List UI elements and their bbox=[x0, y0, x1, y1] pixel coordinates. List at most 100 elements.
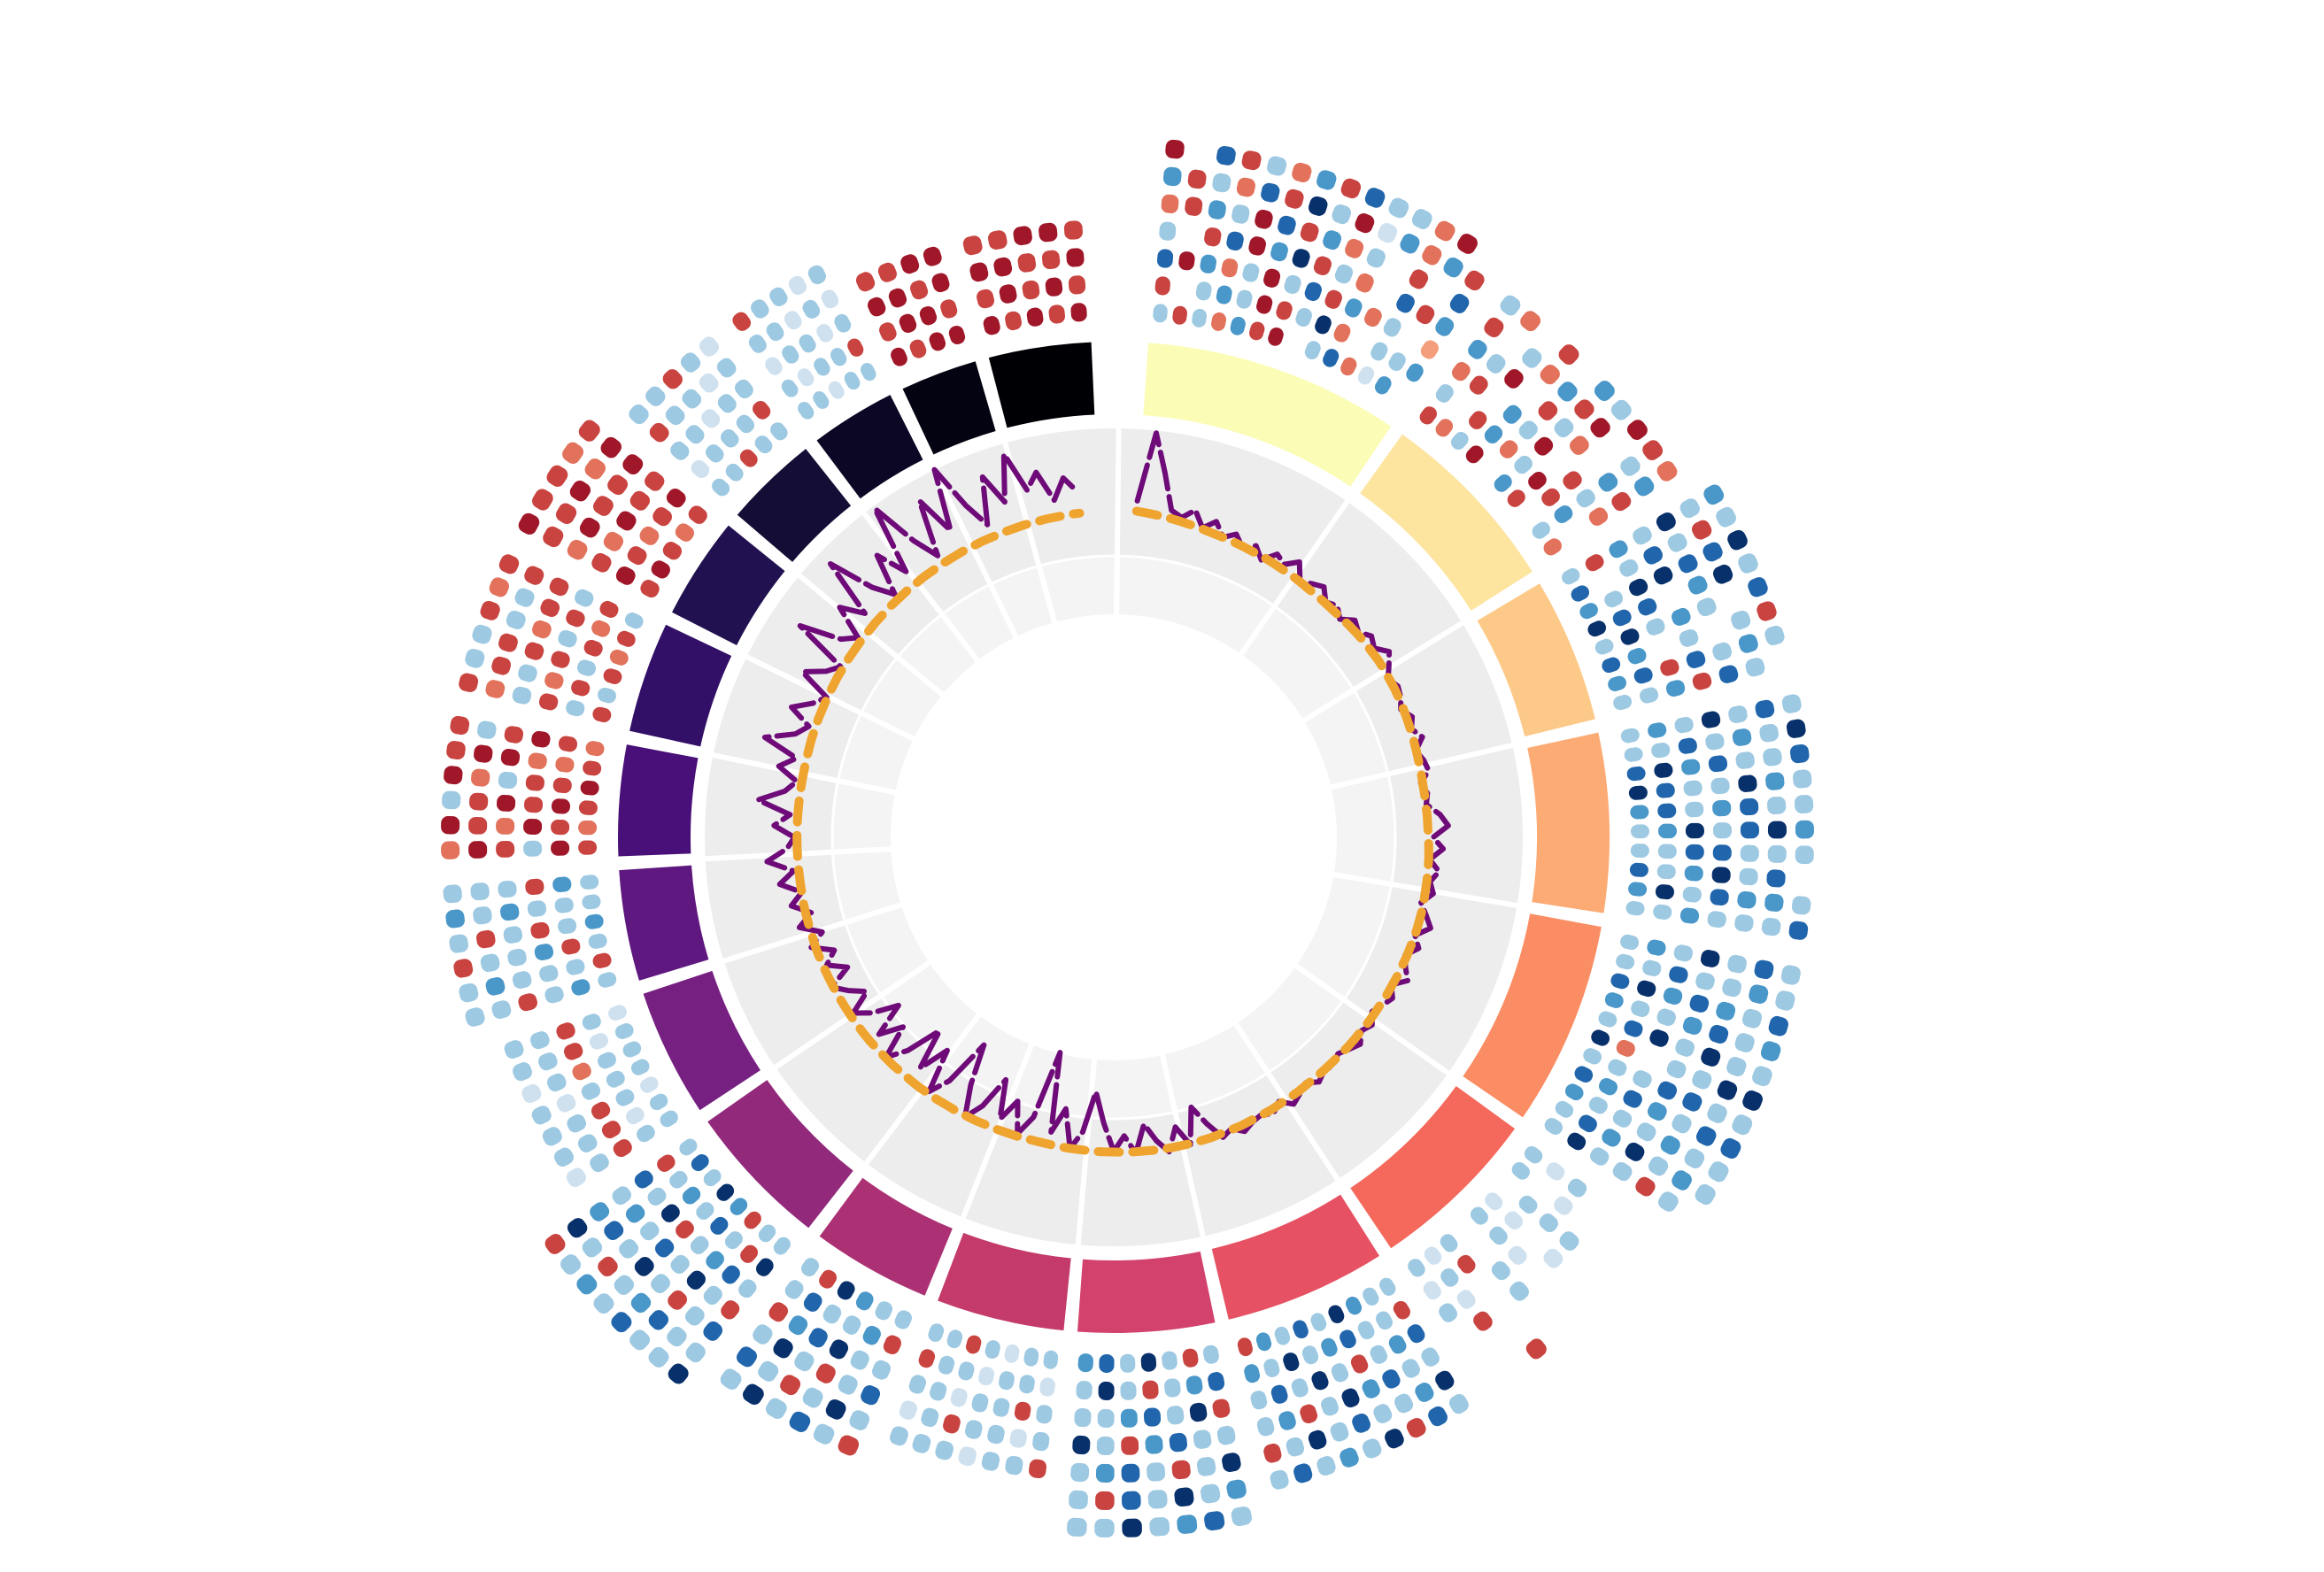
heat-cell bbox=[1653, 904, 1672, 920]
heat-cell bbox=[1270, 1384, 1288, 1404]
heat-cell bbox=[1464, 270, 1485, 291]
heat-cell bbox=[1469, 411, 1487, 429]
heat-cell bbox=[816, 324, 834, 343]
heat-cell bbox=[969, 262, 989, 282]
heat-cell bbox=[625, 1204, 645, 1223]
heat-cell bbox=[558, 629, 577, 648]
heatmap-sector bbox=[629, 336, 788, 497]
heat-cell bbox=[855, 272, 876, 292]
heat-cell bbox=[666, 488, 686, 508]
heat-cell bbox=[1666, 1060, 1687, 1079]
heat-cell bbox=[1765, 772, 1785, 790]
heat-cell bbox=[472, 624, 492, 644]
band-separator bbox=[830, 554, 1397, 1121]
heat-cell bbox=[459, 982, 479, 1003]
heat-cell bbox=[1761, 917, 1781, 936]
heat-cell bbox=[734, 379, 753, 399]
heat-cell bbox=[1263, 268, 1281, 288]
heat-cell bbox=[1494, 474, 1512, 492]
heat-cell bbox=[1308, 196, 1328, 216]
heat-cell bbox=[1161, 194, 1179, 213]
heat-cell bbox=[1491, 1260, 1510, 1281]
heat-cell bbox=[504, 1040, 524, 1059]
heat-cell bbox=[1544, 1117, 1563, 1135]
heat-cell bbox=[691, 459, 710, 479]
heat-cell bbox=[1222, 1453, 1241, 1472]
heat-cell bbox=[1684, 1148, 1705, 1168]
heat-cell bbox=[1630, 844, 1649, 858]
heat-cell bbox=[1514, 455, 1533, 474]
heat-cell bbox=[1456, 1290, 1476, 1309]
heat-cell bbox=[1717, 1080, 1738, 1100]
heat-cell bbox=[725, 463, 744, 482]
heat-cell bbox=[528, 752, 547, 769]
heat-cell bbox=[1457, 1254, 1476, 1274]
heat-cell bbox=[1643, 546, 1663, 565]
heat-cell bbox=[1665, 680, 1686, 697]
heat-cell bbox=[1655, 884, 1674, 900]
heat-cell bbox=[1672, 1170, 1692, 1191]
heat-cell bbox=[1682, 1092, 1702, 1112]
heat-cell bbox=[514, 588, 535, 607]
heat-cell bbox=[1504, 369, 1524, 389]
heat-cell bbox=[630, 1059, 650, 1075]
heat-cell bbox=[1231, 204, 1250, 224]
heat-cell bbox=[507, 948, 527, 967]
heat-cell bbox=[1440, 1234, 1458, 1252]
heat-cell bbox=[807, 265, 826, 285]
heat-cell bbox=[491, 1000, 512, 1020]
heat-cell bbox=[1185, 1376, 1203, 1395]
heat-cell bbox=[1165, 139, 1185, 159]
heat-cell bbox=[1178, 251, 1195, 271]
heat-cell bbox=[1201, 1483, 1221, 1504]
heat-cell bbox=[549, 577, 569, 597]
heat-cell bbox=[1708, 755, 1728, 773]
heat-cell bbox=[1518, 1195, 1538, 1214]
heat-cell bbox=[640, 580, 660, 598]
heat-cell bbox=[614, 1275, 635, 1295]
heat-cell bbox=[1212, 173, 1231, 193]
heat-cell bbox=[1740, 821, 1759, 839]
heat-cell bbox=[1363, 1287, 1379, 1306]
heat-cell bbox=[1169, 1432, 1188, 1453]
heat-cell bbox=[1378, 223, 1398, 243]
heat-cell bbox=[1211, 312, 1227, 331]
heat-cell bbox=[1741, 1008, 1763, 1029]
heat-cell bbox=[1633, 526, 1652, 545]
heat-cell bbox=[527, 900, 547, 917]
heat-cell bbox=[797, 368, 815, 387]
heat-cell bbox=[743, 1383, 764, 1406]
heat-cell bbox=[1520, 311, 1541, 332]
ideogram-segment bbox=[707, 1079, 854, 1229]
heat-cell bbox=[716, 358, 737, 378]
heat-cell bbox=[590, 1033, 608, 1050]
heat-cell bbox=[1620, 628, 1640, 645]
heat-cell bbox=[861, 1385, 881, 1406]
heat-cell bbox=[1679, 628, 1699, 647]
heat-cell bbox=[712, 478, 730, 497]
ideogram-segment bbox=[819, 1177, 954, 1296]
heatmap-sector bbox=[1620, 694, 1814, 940]
heat-cell bbox=[1192, 308, 1208, 328]
heat-cell bbox=[1435, 1370, 1455, 1391]
heat-cell bbox=[739, 449, 758, 467]
heat-cell bbox=[1524, 1145, 1543, 1164]
heat-cell bbox=[625, 1106, 645, 1125]
heat-cell bbox=[1658, 1191, 1679, 1212]
heat-cell bbox=[582, 1013, 601, 1030]
divider-line bbox=[1301, 620, 1464, 724]
heat-cell bbox=[1656, 864, 1676, 880]
divider-line bbox=[797, 573, 946, 698]
heat-cell bbox=[890, 1426, 908, 1446]
heat-cell bbox=[782, 345, 799, 364]
heat-cell bbox=[1285, 189, 1304, 209]
heat-cell bbox=[1675, 1038, 1695, 1057]
heat-cell bbox=[465, 649, 485, 668]
heat-cell bbox=[1212, 1399, 1231, 1418]
heat-cell bbox=[1509, 1281, 1529, 1301]
heat-cell bbox=[815, 1363, 836, 1383]
heat-cell bbox=[1767, 797, 1787, 815]
heat-cell bbox=[1415, 1383, 1434, 1402]
heat-cell bbox=[1722, 978, 1742, 998]
